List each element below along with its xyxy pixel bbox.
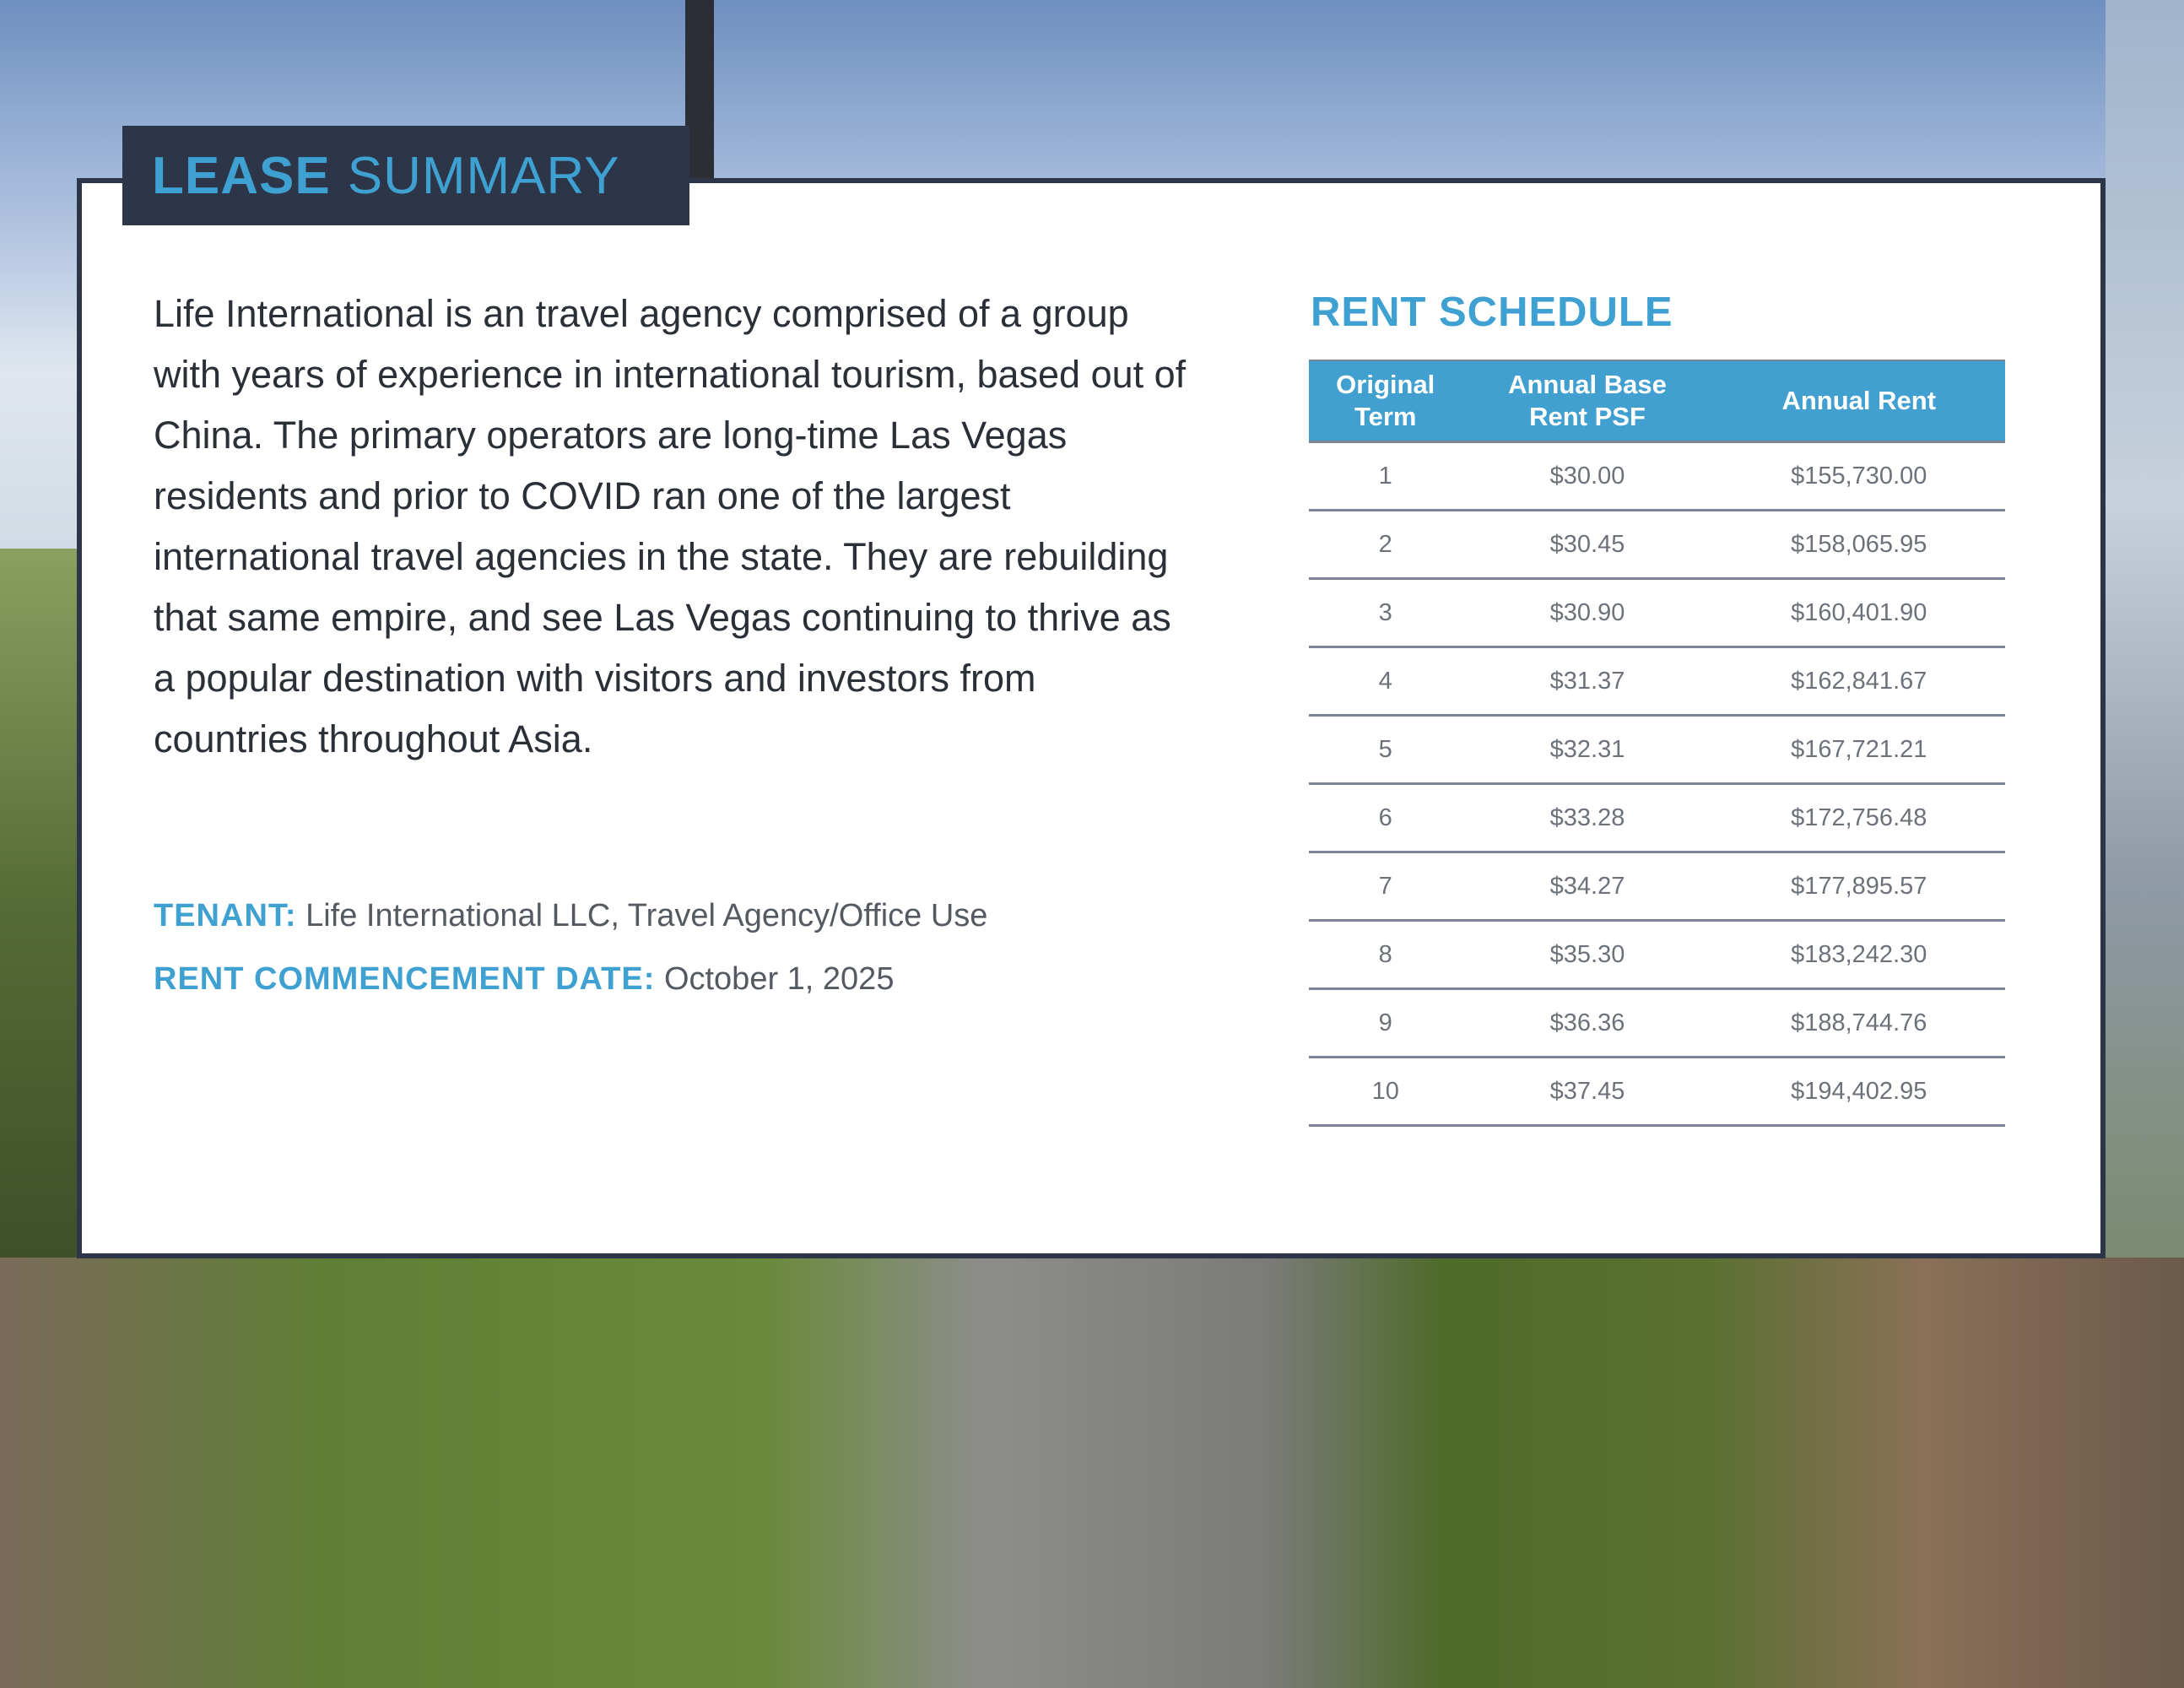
header-annual-rent: Annual Rent: [1712, 360, 2005, 443]
table-row: 8 $35.30 $183,242.30: [1309, 920, 2005, 990]
cell-psf: $37.45: [1462, 1057, 1713, 1127]
cell-psf: $30.00: [1462, 441, 1713, 511]
cell-term: 10: [1309, 1057, 1462, 1127]
cell-term: 1: [1309, 441, 1462, 511]
table-row: 7 $34.27 $177,895.57: [1309, 852, 2005, 922]
background-photo-left: [0, 549, 80, 1266]
cell-annual-rent: $177,895.57: [1712, 852, 2005, 922]
background-pole: [685, 0, 714, 181]
title-bold: LEASE: [152, 146, 331, 205]
cell-psf: $31.37: [1462, 647, 1713, 717]
cell-term: 6: [1309, 783, 1462, 853]
cell-annual-rent: $172,756.48: [1712, 783, 2005, 853]
commencement-line: RENT COMMENCEMENT DATE: October 1, 2025: [154, 961, 894, 998]
tenant-value: Life International LLC, Travel Agency/Of…: [305, 898, 988, 933]
header-term: Original Term: [1309, 360, 1462, 443]
cell-psf: $36.36: [1462, 988, 1713, 1058]
cell-psf: $32.31: [1462, 715, 1713, 785]
cell-annual-rent: $167,721.21: [1712, 715, 2005, 785]
cell-annual-rent: $183,242.30: [1712, 920, 2005, 990]
table-row: 5 $32.31 $167,721.21: [1309, 715, 2005, 785]
cell-term: 4: [1309, 647, 1462, 717]
table-row: 10 $37.45 $194,402.95: [1309, 1057, 2005, 1127]
table-row: 6 $33.28 $172,756.48: [1309, 783, 2005, 853]
cell-annual-rent: $194,402.95: [1712, 1057, 2005, 1127]
cell-psf: $30.45: [1462, 510, 1713, 580]
cell-annual-rent: $162,841.67: [1712, 647, 2005, 717]
page-title: LEASE SUMMARY: [122, 126, 689, 225]
table-row: 4 $31.37 $162,841.67: [1309, 647, 2005, 717]
table-row: 1 $30.00 $155,730.00: [1309, 441, 2005, 511]
commencement-label: RENT COMMENCEMENT DATE:: [154, 961, 656, 997]
title-light: SUMMARY: [347, 146, 620, 205]
table-row: 3 $30.90 $160,401.90: [1309, 578, 2005, 648]
table-row: 2 $30.45 $158,065.95: [1309, 510, 2005, 580]
cell-term: 7: [1309, 852, 1462, 922]
tenant-line: TENANT: Life International LLC, Travel A…: [154, 898, 987, 934]
background-photo-bottom: [0, 1258, 2184, 1688]
cell-term: 3: [1309, 578, 1462, 648]
rent-schedule-title: RENT SCHEDULE: [1311, 289, 1673, 335]
cell-annual-rent: $155,730.00: [1712, 441, 2005, 511]
header-psf: Annual Base Rent PSF: [1462, 360, 1713, 443]
cell-psf: $34.27: [1462, 852, 1713, 922]
table-row: 9 $36.36 $188,744.76: [1309, 988, 2005, 1058]
cell-annual-rent: $160,401.90: [1712, 578, 2005, 648]
tenant-label: TENANT:: [154, 898, 297, 933]
background-photo-right: [2106, 0, 2184, 1258]
cell-psf: $33.28: [1462, 783, 1713, 853]
cell-term: 2: [1309, 510, 1462, 580]
cell-term: 8: [1309, 920, 1462, 990]
description: Life International is an travel agency c…: [154, 292, 1187, 760]
commencement-value: October 1, 2025: [663, 961, 895, 997]
cell-annual-rent: $188,744.76: [1712, 988, 2005, 1058]
cell-term: 5: [1309, 715, 1462, 785]
cell-annual-rent: $158,065.95: [1712, 510, 2005, 580]
cell-psf: $35.30: [1462, 920, 1713, 990]
cell-psf: $30.90: [1462, 578, 1713, 648]
cell-term: 9: [1309, 988, 1462, 1058]
rent-schedule-table: Original Term Annual Base Rent PSF Annua…: [1309, 360, 2005, 1127]
